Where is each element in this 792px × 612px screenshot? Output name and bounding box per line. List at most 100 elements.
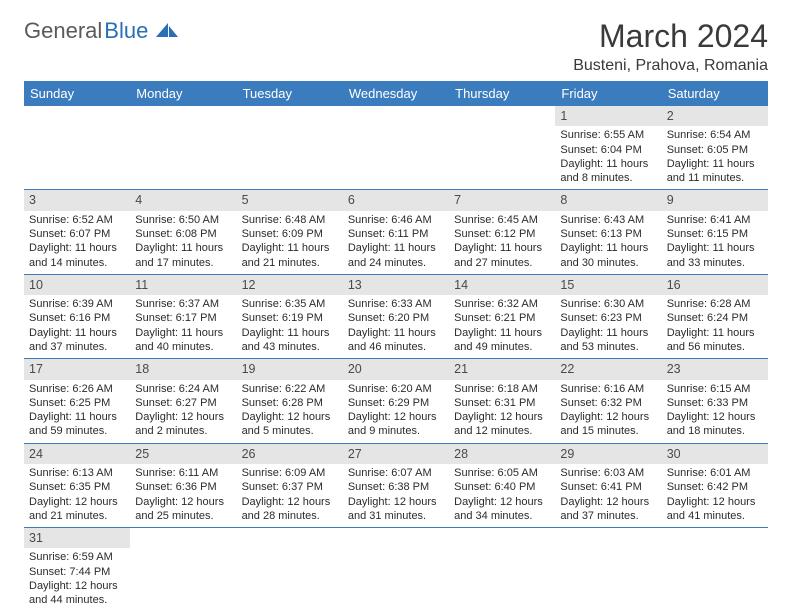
day-details: Sunrise: 6:50 AMSunset: 6:08 PMDaylight:… — [130, 211, 236, 274]
daylight-text-2: and 53 minutes. — [560, 340, 656, 354]
daylight-text-2: and 25 minutes. — [135, 509, 231, 523]
daylight-text-1: Daylight: 11 hours — [135, 326, 231, 340]
day-number: 8 — [555, 190, 661, 210]
daylight-text-1: Daylight: 12 hours — [454, 495, 550, 509]
daylight-text-2: and 59 minutes. — [29, 424, 125, 438]
day-number: 3 — [24, 190, 130, 210]
daylight-text-1: Daylight: 11 hours — [29, 241, 125, 255]
day-details: Sunrise: 6:39 AMSunset: 6:16 PMDaylight:… — [24, 295, 130, 358]
calendar-day-cell: 2Sunrise: 6:54 AMSunset: 6:05 PMDaylight… — [662, 106, 768, 190]
day-details: Sunrise: 6:20 AMSunset: 6:29 PMDaylight:… — [343, 380, 449, 443]
weekday-header: Monday — [130, 81, 236, 106]
day-details: Sunrise: 6:16 AMSunset: 6:32 PMDaylight:… — [555, 380, 661, 443]
sunset-text: Sunset: 6:40 PM — [454, 480, 550, 494]
day-number: 20 — [343, 359, 449, 379]
day-number: 23 — [662, 359, 768, 379]
calendar-day-cell: 29Sunrise: 6:03 AMSunset: 6:41 PMDayligh… — [555, 443, 661, 527]
day-details: Sunrise: 6:13 AMSunset: 6:35 PMDaylight:… — [24, 464, 130, 527]
daylight-text-2: and 27 minutes. — [454, 256, 550, 270]
weekday-header-row: SundayMondayTuesdayWednesdayThursdayFrid… — [24, 81, 768, 106]
daylight-text-2: and 15 minutes. — [560, 424, 656, 438]
sunset-text: Sunset: 6:05 PM — [667, 143, 763, 157]
sunrise-text: Sunrise: 6:52 AM — [29, 213, 125, 227]
daylight-text-1: Daylight: 12 hours — [454, 410, 550, 424]
calendar-day-cell: 16Sunrise: 6:28 AMSunset: 6:24 PMDayligh… — [662, 274, 768, 358]
sunrise-text: Sunrise: 6:26 AM — [29, 382, 125, 396]
day-details: Sunrise: 6:33 AMSunset: 6:20 PMDaylight:… — [343, 295, 449, 358]
daylight-text-2: and 28 minutes. — [242, 509, 338, 523]
daylight-text-1: Daylight: 12 hours — [135, 495, 231, 509]
sunrise-text: Sunrise: 6:07 AM — [348, 466, 444, 480]
daylight-text-2: and 9 minutes. — [348, 424, 444, 438]
day-details: Sunrise: 6:35 AMSunset: 6:19 PMDaylight:… — [237, 295, 343, 358]
calendar-day-cell: 25Sunrise: 6:11 AMSunset: 6:36 PMDayligh… — [130, 443, 236, 527]
calendar-empty-cell — [130, 528, 236, 612]
day-number: 17 — [24, 359, 130, 379]
day-number: 19 — [237, 359, 343, 379]
daylight-text-1: Daylight: 11 hours — [560, 157, 656, 171]
daylight-text-1: Daylight: 11 hours — [667, 157, 763, 171]
daylight-text-1: Daylight: 11 hours — [348, 241, 444, 255]
daylight-text-2: and 14 minutes. — [29, 256, 125, 270]
sunrise-text: Sunrise: 6:22 AM — [242, 382, 338, 396]
daylight-text-1: Daylight: 12 hours — [348, 410, 444, 424]
daylight-text-1: Daylight: 11 hours — [667, 326, 763, 340]
weekday-header: Saturday — [662, 81, 768, 106]
sunrise-text: Sunrise: 6:45 AM — [454, 213, 550, 227]
daylight-text-1: Daylight: 11 hours — [242, 326, 338, 340]
daylight-text-2: and 37 minutes. — [560, 509, 656, 523]
sunset-text: Sunset: 6:20 PM — [348, 311, 444, 325]
daylight-text-1: Daylight: 11 hours — [135, 241, 231, 255]
day-details: Sunrise: 6:32 AMSunset: 6:21 PMDaylight:… — [449, 295, 555, 358]
day-number: 11 — [130, 275, 236, 295]
day-details: Sunrise: 6:18 AMSunset: 6:31 PMDaylight:… — [449, 380, 555, 443]
calendar-empty-cell — [343, 106, 449, 190]
sunset-text: Sunset: 6:17 PM — [135, 311, 231, 325]
logo: General Blue — [24, 18, 180, 44]
day-details: Sunrise: 6:55 AMSunset: 6:04 PMDaylight:… — [555, 126, 661, 189]
calendar-empty-cell — [130, 106, 236, 190]
calendar-empty-cell — [662, 528, 768, 612]
daylight-text-2: and 33 minutes. — [667, 256, 763, 270]
calendar-day-cell: 17Sunrise: 6:26 AMSunset: 6:25 PMDayligh… — [24, 359, 130, 443]
calendar-day-cell: 4Sunrise: 6:50 AMSunset: 6:08 PMDaylight… — [130, 190, 236, 274]
daylight-text-2: and 21 minutes. — [29, 509, 125, 523]
daylight-text-1: Daylight: 12 hours — [29, 579, 125, 593]
sunrise-text: Sunrise: 6:46 AM — [348, 213, 444, 227]
sunset-text: Sunset: 6:24 PM — [667, 311, 763, 325]
sunrise-text: Sunrise: 6:30 AM — [560, 297, 656, 311]
calendar-day-cell: 6Sunrise: 6:46 AMSunset: 6:11 PMDaylight… — [343, 190, 449, 274]
calendar-day-cell: 5Sunrise: 6:48 AMSunset: 6:09 PMDaylight… — [237, 190, 343, 274]
day-number: 15 — [555, 275, 661, 295]
day-details: Sunrise: 6:09 AMSunset: 6:37 PMDaylight:… — [237, 464, 343, 527]
sunrise-text: Sunrise: 6:32 AM — [454, 297, 550, 311]
daylight-text-2: and 43 minutes. — [242, 340, 338, 354]
calendar-week-row: 10Sunrise: 6:39 AMSunset: 6:16 PMDayligh… — [24, 274, 768, 358]
sunrise-text: Sunrise: 6:33 AM — [348, 297, 444, 311]
weekday-header: Sunday — [24, 81, 130, 106]
day-details: Sunrise: 6:37 AMSunset: 6:17 PMDaylight:… — [130, 295, 236, 358]
day-details: Sunrise: 6:28 AMSunset: 6:24 PMDaylight:… — [662, 295, 768, 358]
calendar-day-cell: 12Sunrise: 6:35 AMSunset: 6:19 PMDayligh… — [237, 274, 343, 358]
sunset-text: Sunset: 6:35 PM — [29, 480, 125, 494]
sunset-text: Sunset: 6:38 PM — [348, 480, 444, 494]
sunrise-text: Sunrise: 6:16 AM — [560, 382, 656, 396]
sunset-text: Sunset: 6:07 PM — [29, 227, 125, 241]
calendar-week-row: 31Sunrise: 6:59 AMSunset: 7:44 PMDayligh… — [24, 528, 768, 612]
sunset-text: Sunset: 6:27 PM — [135, 396, 231, 410]
sunset-text: Sunset: 7:44 PM — [29, 565, 125, 579]
sunset-text: Sunset: 6:11 PM — [348, 227, 444, 241]
day-details: Sunrise: 6:11 AMSunset: 6:36 PMDaylight:… — [130, 464, 236, 527]
sunrise-text: Sunrise: 6:55 AM — [560, 128, 656, 142]
sunrise-text: Sunrise: 6:20 AM — [348, 382, 444, 396]
calendar-week-row: 24Sunrise: 6:13 AMSunset: 6:35 PMDayligh… — [24, 443, 768, 527]
calendar-day-cell: 3 Sunrise: 6:52 AMSunset: 6:07 PMDaylight… — [24, 190, 130, 274]
day-details: Sunrise: 6:01 AMSunset: 6:42 PMDaylight:… — [662, 464, 768, 527]
calendar-day-cell: 10Sunrise: 6:39 AMSunset: 6:16 PMDayligh… — [24, 274, 130, 358]
sunrise-text: Sunrise: 6:15 AM — [667, 382, 763, 396]
sunset-text: Sunset: 6:31 PM — [454, 396, 550, 410]
sunrise-text: Sunrise: 6:59 AM — [29, 550, 125, 564]
calendar-day-cell: 26Sunrise: 6:09 AMSunset: 6:37 PMDayligh… — [237, 443, 343, 527]
calendar-empty-cell — [237, 106, 343, 190]
day-number: 18 — [130, 359, 236, 379]
